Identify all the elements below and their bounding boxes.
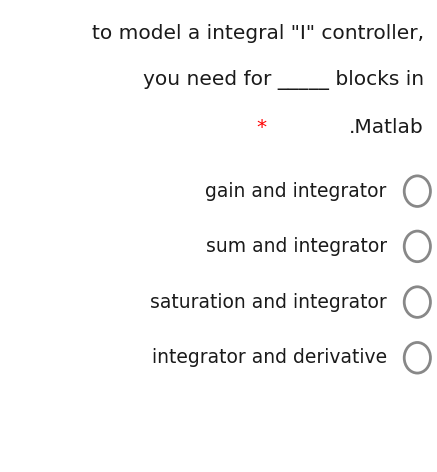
Text: you need for _____ blocks in: you need for _____ blocks in <box>143 70 424 90</box>
Text: *: * <box>257 118 273 137</box>
Text: gain and integrator: gain and integrator <box>205 182 387 201</box>
Text: .Matlab: .Matlab <box>349 118 424 137</box>
Text: integrator and derivative: integrator and derivative <box>152 348 387 367</box>
Text: saturation and integrator: saturation and integrator <box>150 293 387 312</box>
Text: to model a integral "I" controller,: to model a integral "I" controller, <box>92 24 424 42</box>
Text: sum and integrator: sum and integrator <box>206 237 387 256</box>
